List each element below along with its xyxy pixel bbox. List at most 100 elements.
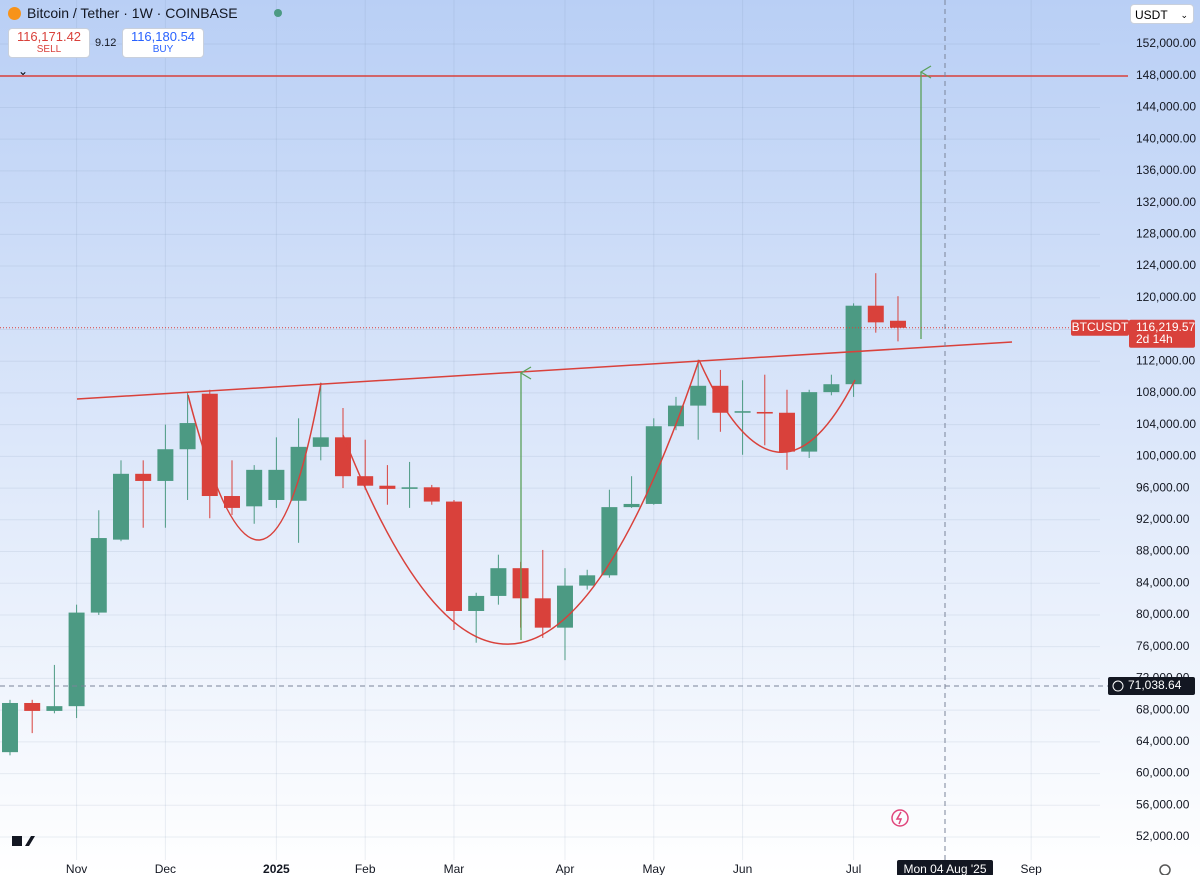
candle-body (46, 706, 63, 711)
candle-body (68, 612, 85, 707)
sell-price: 116,171.42 (16, 29, 82, 44)
candle-body (379, 485, 396, 489)
candle-body (801, 392, 818, 452)
sell-label: SELL (36, 44, 62, 55)
symbol-tag (1071, 319, 1129, 336)
candle-body (468, 595, 485, 612)
settings-icon[interactable] (1159, 864, 1171, 875)
coin-icon (8, 6, 21, 20)
y-tick-label: 120,000.00 (1136, 290, 1196, 304)
x-tick-label: Jul (846, 862, 861, 875)
candle-body (889, 320, 906, 328)
crosshair-date-tag (897, 860, 993, 875)
x-tick-label: Feb (355, 862, 376, 875)
x-tick-label: Sep (1021, 862, 1043, 875)
x-tick-label: Apr (556, 862, 575, 875)
symbol-label: BTCUSDT (1072, 320, 1129, 334)
candle-body (135, 473, 152, 481)
candle-body (845, 305, 862, 385)
logo (12, 836, 35, 846)
candle-body (157, 449, 174, 481)
sell-button[interactable]: 116,171.42 SELL (8, 28, 90, 58)
candle-body (579, 575, 596, 586)
candle-body (357, 476, 374, 486)
symbol-header: Bitcoin / Tether · 1W · COINBASE (8, 5, 282, 21)
candle-body (1, 702, 18, 753)
handle-curve (698, 359, 856, 453)
candle-body (778, 412, 795, 452)
candle-body (179, 423, 196, 450)
left-shoulder-curve (187, 382, 322, 541)
crosshair-plus (1112, 680, 1124, 692)
y-tick-label: 52,000.00 (1136, 829, 1190, 843)
y-tick-label: 76,000.00 (1136, 639, 1190, 653)
candle-body (112, 473, 129, 540)
candle-body (867, 305, 884, 323)
y-tick-label: 136,000.00 (1136, 163, 1196, 177)
event-icon[interactable] (891, 809, 909, 827)
countdown-label: 2d 14h (1136, 332, 1173, 346)
x-tick-label: Dec (155, 862, 176, 875)
collapse-icon[interactable]: ⌄ (18, 64, 28, 78)
crosshair-price-tag (1108, 677, 1195, 696)
candle-body (246, 469, 263, 507)
candle-body (667, 405, 684, 427)
candle-body (645, 426, 662, 504)
candle-body (756, 411, 773, 414)
candle-body (223, 496, 240, 508)
buy-label: BUY (152, 44, 174, 55)
candle-body (423, 487, 440, 502)
x-tick-label: Jun (733, 862, 752, 875)
y-tick-label: 88,000.00 (1136, 544, 1190, 558)
candle-body (712, 385, 729, 413)
y-tick-label: 152,000.00 (1136, 36, 1196, 50)
y-tick-label: 112,000.00 (1136, 353, 1195, 367)
y-tick-label: 124,000.00 (1136, 258, 1196, 272)
y-tick-label: 108,000.00 (1136, 385, 1196, 399)
y-tick-label: 144,000.00 (1136, 100, 1196, 114)
candle-body (334, 437, 351, 477)
candle-body (823, 384, 840, 393)
neckline (76, 341, 1013, 400)
candle-body (490, 568, 507, 596)
y-tick-label: 68,000.00 (1136, 702, 1190, 716)
crosshair-date-label: Mon 04 Aug '25 (903, 862, 986, 875)
candle-body (445, 501, 462, 612)
last-price-label: 116,219.57 (1136, 320, 1195, 334)
candle-body (24, 702, 41, 711)
buy-button[interactable]: 116,180.54 BUY (122, 28, 204, 58)
candle-body (290, 446, 307, 501)
last-price-tag (1129, 319, 1195, 348)
y-tick-label: 140,000.00 (1136, 131, 1196, 145)
x-tick-label: Mar (444, 862, 465, 875)
candle-body (90, 538, 107, 613)
candle-body (734, 411, 751, 413)
candle-body (690, 385, 707, 406)
candle-body (623, 503, 640, 508)
drawings: ⌄ (0, 0, 1171, 875)
buy-price: 116,180.54 (130, 29, 196, 44)
y-tick-label: 104,000.00 (1136, 417, 1196, 431)
y-tick-label: 128,000.00 (1136, 227, 1196, 241)
x-tick-label: May (642, 862, 665, 875)
candle-body (312, 437, 329, 447)
event-bolt (895, 811, 903, 825)
y-tick-label: 92,000.00 (1136, 512, 1190, 526)
candle-body (268, 469, 285, 500)
crosshair-price-label: 71,038.64 (1128, 678, 1182, 692)
currency-select[interactable]: USDT ⌄ (1130, 4, 1194, 24)
candle-body (401, 487, 418, 489)
y-tick-label: 84,000.00 (1136, 575, 1190, 589)
currency: USDT (1135, 8, 1168, 22)
y-tick-label: 64,000.00 (1136, 734, 1190, 748)
symbol-title: Bitcoin / Tether · 1W · COINBASE (27, 5, 238, 21)
cup-curve (342, 359, 700, 645)
y-tick-label: 132,000.00 (1136, 195, 1196, 209)
y-tick-label: 148,000.00 (1136, 68, 1196, 82)
x-tick-label: 2025 (263, 862, 290, 875)
y-tick-label: 96,000.00 (1136, 480, 1190, 494)
status-dot (273, 9, 282, 17)
y-tick-label: 100,000.00 (1136, 449, 1196, 463)
